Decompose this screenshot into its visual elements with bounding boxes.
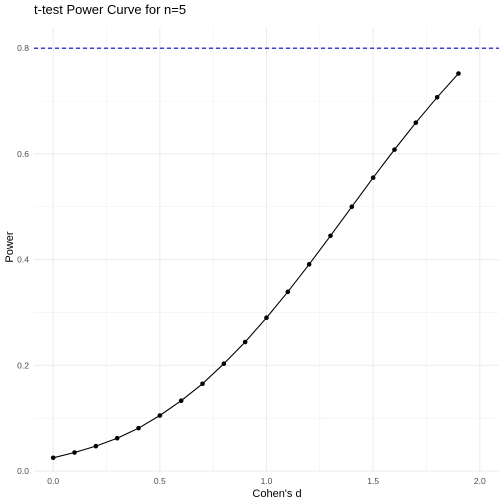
- y-tick-label: 0.0: [17, 466, 29, 476]
- data-point: [72, 450, 77, 455]
- data-point: [114, 435, 120, 441]
- data-point: [93, 443, 99, 449]
- grid-lines: [34, 27, 499, 472]
- data-point: [50, 455, 56, 461]
- data-point: [285, 289, 291, 295]
- y-tick-label: 0.6: [17, 149, 29, 159]
- x-tick-label: 1.5: [367, 476, 379, 486]
- data-point: [306, 262, 312, 267]
- data-point: [136, 425, 141, 431]
- data-point: [157, 413, 163, 418]
- series-line: [53, 73, 459, 459]
- data-point: [434, 95, 440, 100]
- y-tick-label: 0.4: [17, 255, 29, 265]
- x-tick-label: 0.5: [154, 476, 166, 486]
- data-point: [370, 175, 376, 180]
- series-group: [50, 71, 461, 461]
- x-axis-ticks: 0.0 0.5 1.0 1.5 2.0: [47, 476, 486, 486]
- chart-title: t-test Power Curve for n=5: [34, 2, 186, 17]
- data-point: [178, 398, 184, 404]
- x-axis-label: Cohen's d: [252, 488, 301, 500]
- data-point: [221, 361, 227, 367]
- data-point: [328, 233, 333, 239]
- y-axis-label: Power: [4, 231, 16, 263]
- x-tick-label: 1.0: [261, 476, 273, 486]
- x-tick-label: 0.0: [47, 476, 59, 486]
- data-point: [392, 147, 397, 152]
- data-point: [349, 204, 355, 210]
- x-tick-label: 2.0: [474, 476, 486, 486]
- y-tick-label: 0.2: [17, 360, 29, 370]
- y-axis-ticks: 0.0 0.2 0.4 0.6 0.8: [17, 43, 29, 476]
- data-point: [413, 120, 419, 125]
- data-point: [264, 315, 269, 321]
- y-tick-label: 0.8: [17, 43, 29, 53]
- data-point: [242, 339, 248, 345]
- data-point: [456, 71, 461, 76]
- data-point: [200, 381, 205, 387]
